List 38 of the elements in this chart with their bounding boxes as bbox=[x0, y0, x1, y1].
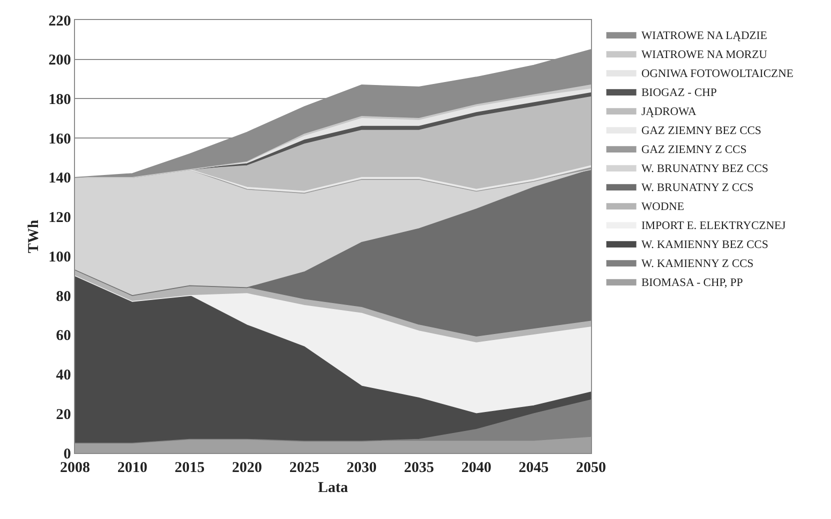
y-tick-label: 220 bbox=[48, 13, 71, 30]
y-tick-label: 180 bbox=[48, 92, 71, 108]
x-tick-label: 2040 bbox=[461, 460, 492, 476]
x-axis-title: Lata bbox=[318, 480, 348, 496]
y-tick-label: 160 bbox=[48, 131, 71, 148]
legend-label: BIOMASA - CHP, PP bbox=[641, 276, 743, 289]
y-tick-label: 0 bbox=[64, 446, 71, 462]
y-tick-label: 120 bbox=[48, 210, 71, 226]
x-tick-label: 2025 bbox=[289, 460, 320, 476]
legend-label: W. BRUNATNY BEZ CCS bbox=[641, 162, 768, 175]
legend-label: WIATROWE NA LĄDZIE bbox=[641, 30, 768, 42]
x-tick-label: 2035 bbox=[404, 460, 434, 476]
legend-label: OGNIWA FOTOWOLTAICZNE bbox=[641, 68, 794, 80]
x-tick-label: 2015 bbox=[174, 460, 205, 476]
legend-label: JĄDROWA bbox=[641, 106, 697, 118]
legend-label: BIOGAZ - CHP bbox=[641, 86, 717, 99]
legend-label: WIATROWE NA MORZU bbox=[641, 48, 768, 61]
x-tick-label: 2008 bbox=[60, 460, 90, 476]
y-tick-label: 80 bbox=[56, 288, 71, 305]
x-tick-label: 2010 bbox=[117, 460, 148, 476]
y-tick-label: 20 bbox=[56, 406, 71, 423]
x-tick-label: 2030 bbox=[346, 460, 377, 476]
y-tick-label: 100 bbox=[48, 249, 71, 266]
x-tick-label: 2020 bbox=[232, 460, 262, 476]
legend-label: GAZ ZIEMNY BEZ CCS bbox=[641, 124, 762, 137]
y-tick-label: 40 bbox=[56, 368, 71, 384]
y-tick-label: 200 bbox=[48, 52, 71, 69]
legend-label: IMPORT E. ELEKTRYCZNEJ bbox=[641, 220, 786, 232]
legend-label: GAZ ZIEMNY Z CCS bbox=[641, 144, 747, 156]
legend-label: W. KAMIENNY Z CCS bbox=[641, 258, 754, 270]
legend-label: W. BRUNATNY Z CCS bbox=[641, 182, 754, 194]
y-tick-label: 60 bbox=[56, 328, 71, 344]
x-tick-label: 2050 bbox=[576, 460, 606, 476]
legend-label: WODNE bbox=[641, 200, 684, 213]
legend-label: W. KAMIENNY BEZ CCS bbox=[641, 238, 768, 251]
y-tick-label: 140 bbox=[48, 170, 71, 187]
x-tick-label: 2045 bbox=[518, 460, 549, 476]
y-axis-title: TWh bbox=[26, 219, 42, 254]
